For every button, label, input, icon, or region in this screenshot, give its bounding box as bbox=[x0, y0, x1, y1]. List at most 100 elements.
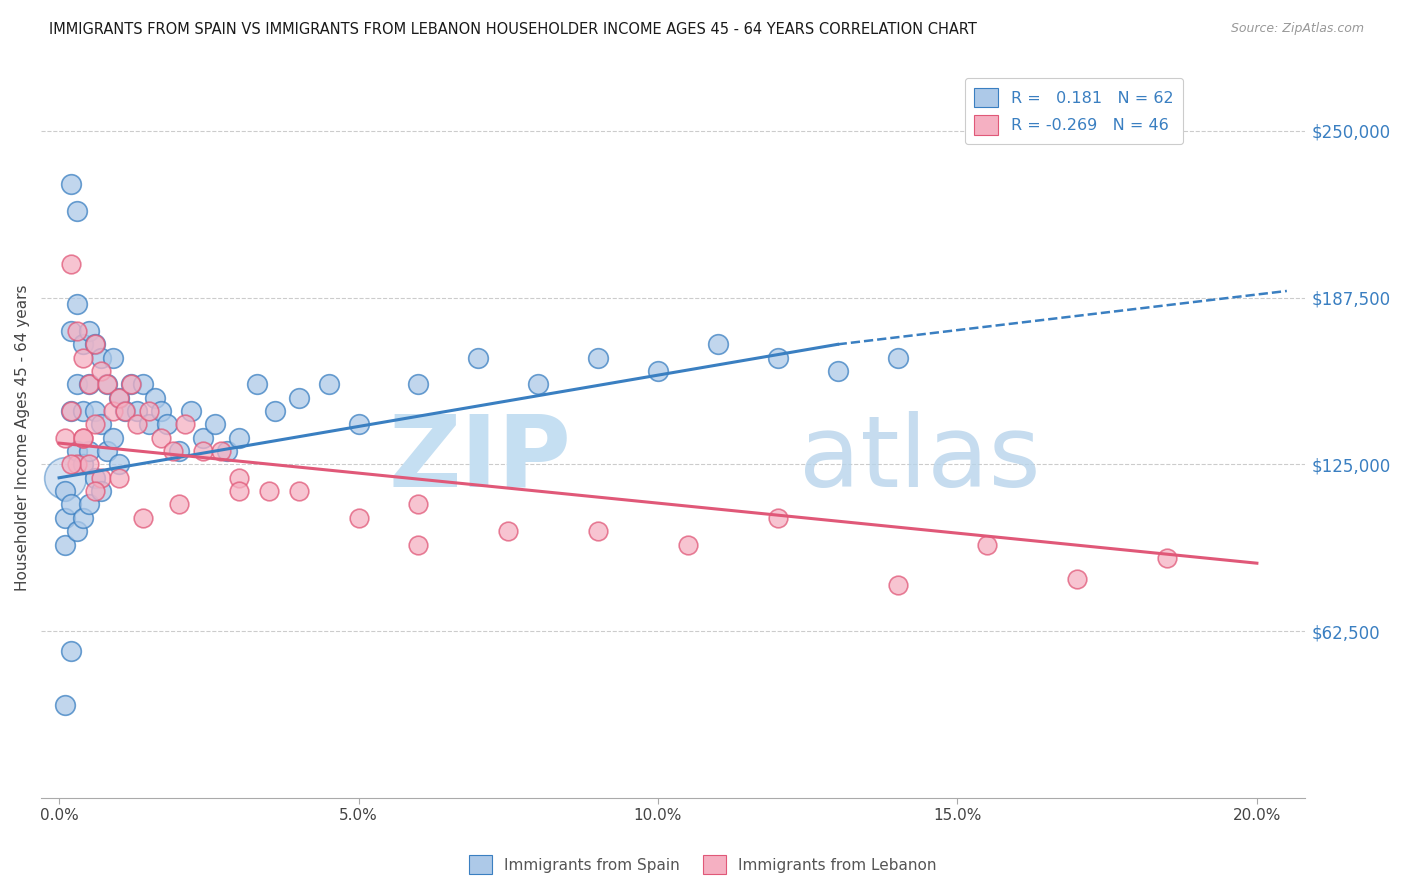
Point bbox=[149, 404, 172, 418]
Point bbox=[287, 484, 309, 499]
Point bbox=[77, 377, 100, 392]
Point bbox=[138, 417, 160, 432]
Point bbox=[77, 324, 100, 338]
Point bbox=[53, 511, 76, 525]
Point bbox=[318, 377, 340, 392]
Text: Source: ZipAtlas.com: Source: ZipAtlas.com bbox=[1230, 22, 1364, 36]
Point bbox=[246, 377, 269, 392]
Point bbox=[72, 431, 94, 445]
Point bbox=[84, 404, 107, 418]
Point bbox=[66, 203, 89, 218]
Point bbox=[96, 444, 118, 458]
Point bbox=[53, 537, 76, 551]
Point bbox=[96, 377, 118, 392]
Point bbox=[77, 444, 100, 458]
Point bbox=[408, 537, 430, 551]
Point bbox=[66, 297, 89, 311]
Point bbox=[66, 377, 89, 392]
Point bbox=[101, 431, 124, 445]
Point bbox=[215, 444, 238, 458]
Point bbox=[125, 417, 148, 432]
Point bbox=[60, 324, 83, 338]
Point bbox=[53, 484, 76, 499]
Point bbox=[101, 351, 124, 365]
Point bbox=[60, 257, 83, 271]
Point bbox=[191, 431, 214, 445]
Point bbox=[467, 351, 489, 365]
Point bbox=[228, 484, 250, 499]
Point bbox=[72, 404, 94, 418]
Point bbox=[527, 377, 550, 392]
Text: IMMIGRANTS FROM SPAIN VS IMMIGRANTS FROM LEBANON HOUSEHOLDER INCOME AGES 45 - 64: IMMIGRANTS FROM SPAIN VS IMMIGRANTS FROM… bbox=[49, 22, 977, 37]
Point bbox=[132, 377, 155, 392]
Point bbox=[766, 511, 789, 525]
Point bbox=[96, 377, 118, 392]
Point bbox=[60, 498, 83, 512]
Point bbox=[60, 404, 83, 418]
Point bbox=[707, 337, 730, 351]
Point bbox=[53, 698, 76, 712]
Point bbox=[90, 364, 112, 378]
Legend: Immigrants from Spain, Immigrants from Lebanon: Immigrants from Spain, Immigrants from L… bbox=[463, 849, 943, 880]
Point bbox=[347, 511, 370, 525]
Point bbox=[114, 404, 136, 418]
Point bbox=[676, 537, 699, 551]
Point bbox=[120, 377, 142, 392]
Point bbox=[84, 337, 107, 351]
Point bbox=[647, 364, 669, 378]
Point bbox=[84, 471, 107, 485]
Point bbox=[60, 178, 83, 192]
Point bbox=[101, 404, 124, 418]
Point bbox=[886, 577, 908, 591]
Point bbox=[90, 351, 112, 365]
Point bbox=[886, 351, 908, 365]
Point bbox=[60, 644, 83, 658]
Legend: R =   0.181   N = 62, R = -0.269   N = 46: R = 0.181 N = 62, R = -0.269 N = 46 bbox=[965, 78, 1182, 145]
Point bbox=[108, 391, 131, 405]
Point bbox=[156, 417, 179, 432]
Point bbox=[84, 417, 107, 432]
Point bbox=[60, 404, 83, 418]
Point bbox=[408, 377, 430, 392]
Point bbox=[180, 404, 202, 418]
Point bbox=[1066, 572, 1088, 586]
Point bbox=[120, 377, 142, 392]
Point bbox=[228, 471, 250, 485]
Point bbox=[53, 431, 76, 445]
Point bbox=[149, 431, 172, 445]
Point bbox=[191, 444, 214, 458]
Point bbox=[90, 471, 112, 485]
Point bbox=[72, 511, 94, 525]
Point bbox=[66, 458, 89, 472]
Text: atlas: atlas bbox=[800, 411, 1040, 508]
Text: ZIP: ZIP bbox=[389, 411, 572, 508]
Point bbox=[162, 444, 184, 458]
Point bbox=[1156, 550, 1178, 565]
Point bbox=[84, 484, 107, 499]
Point bbox=[132, 511, 155, 525]
Point bbox=[72, 431, 94, 445]
Point bbox=[167, 444, 190, 458]
Point bbox=[347, 417, 370, 432]
Point bbox=[125, 404, 148, 418]
Point bbox=[287, 391, 309, 405]
Point bbox=[766, 351, 789, 365]
Point bbox=[77, 458, 100, 472]
Point bbox=[586, 351, 609, 365]
Y-axis label: Householder Income Ages 45 - 64 years: Householder Income Ages 45 - 64 years bbox=[15, 285, 30, 591]
Point bbox=[209, 444, 232, 458]
Point bbox=[90, 417, 112, 432]
Point bbox=[72, 351, 94, 365]
Point bbox=[586, 524, 609, 538]
Point bbox=[72, 337, 94, 351]
Point bbox=[228, 431, 250, 445]
Point bbox=[66, 524, 89, 538]
Point bbox=[204, 417, 226, 432]
Point bbox=[90, 484, 112, 499]
Point bbox=[108, 458, 131, 472]
Point bbox=[60, 458, 83, 472]
Point bbox=[53, 471, 76, 485]
Point bbox=[108, 471, 131, 485]
Point bbox=[167, 498, 190, 512]
Point bbox=[408, 498, 430, 512]
